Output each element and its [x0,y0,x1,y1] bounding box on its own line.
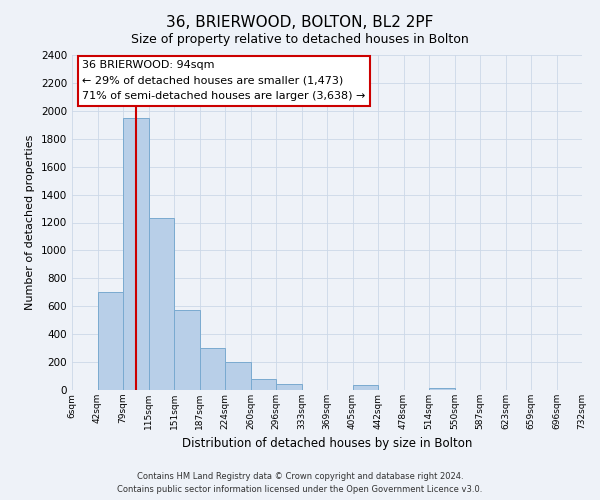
Bar [251,379,276,390]
Text: Contains HM Land Registry data © Crown copyright and database right 2024.
Contai: Contains HM Land Registry data © Crown c… [118,472,482,494]
Bar [429,388,455,390]
Bar [276,384,302,390]
X-axis label: Distribution of detached houses by size in Bolton: Distribution of detached houses by size … [182,438,472,450]
Bar [199,348,225,390]
Text: Size of property relative to detached houses in Bolton: Size of property relative to detached ho… [131,32,469,46]
Bar [149,218,174,390]
Text: 36 BRIERWOOD: 94sqm
← 29% of detached houses are smaller (1,473)
71% of semi-det: 36 BRIERWOOD: 94sqm ← 29% of detached ho… [82,60,365,101]
Bar [97,292,123,390]
Y-axis label: Number of detached properties: Number of detached properties [25,135,35,310]
Text: 36, BRIERWOOD, BOLTON, BL2 2PF: 36, BRIERWOOD, BOLTON, BL2 2PF [166,15,434,30]
Bar [174,310,199,390]
Bar [123,118,149,390]
Bar [225,362,251,390]
Bar [353,385,378,390]
